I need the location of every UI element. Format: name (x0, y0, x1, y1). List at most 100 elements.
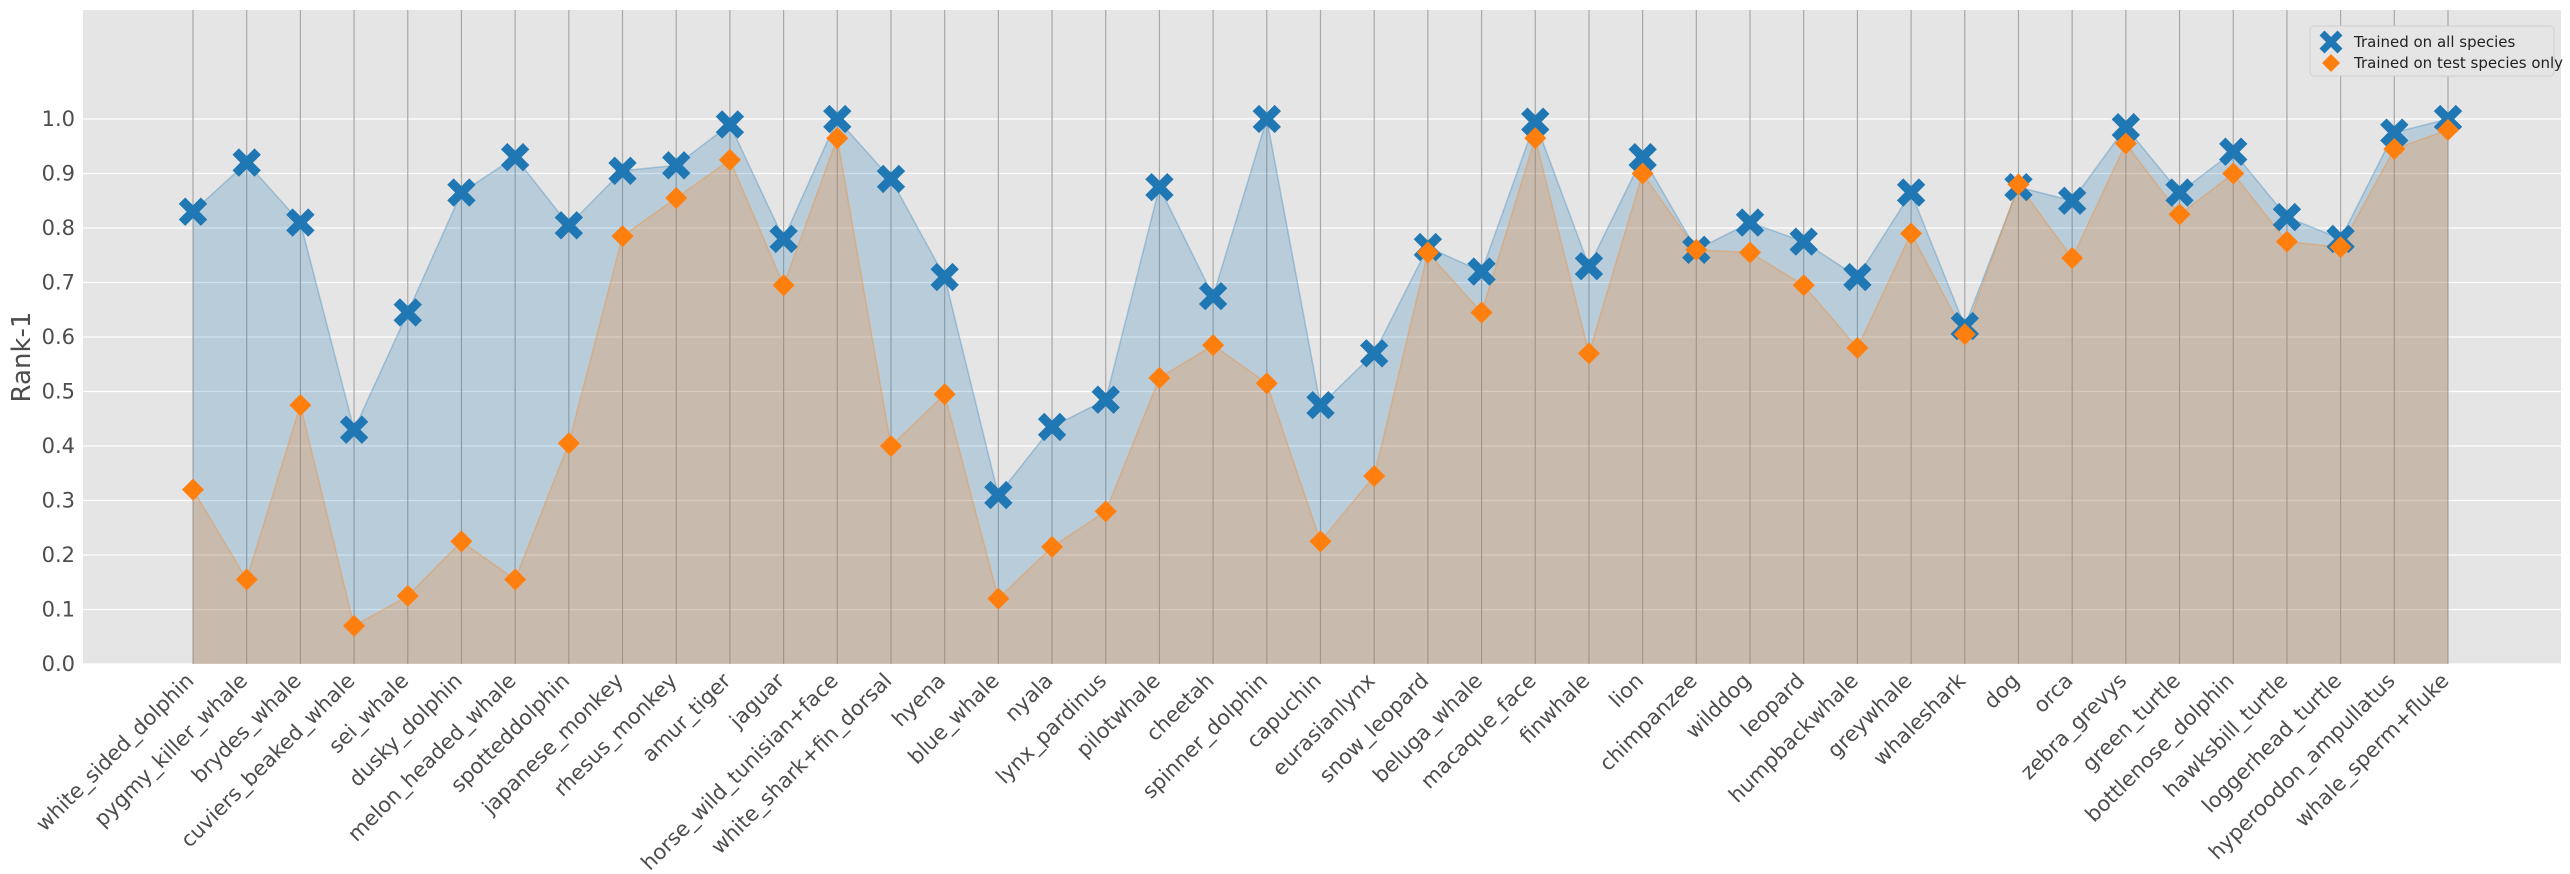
series-area-0 (193, 119, 2448, 664)
x-tick-label: dog (1979, 669, 2024, 714)
marker-all-species (769, 224, 798, 254)
y-tick-label: 0.7 (42, 271, 75, 295)
marker-all-species (393, 298, 422, 327)
marker-all-species (823, 104, 852, 134)
marker-test-species (1202, 334, 1225, 357)
marker-test-species (2329, 236, 2352, 259)
marker-test-species (1953, 323, 1976, 346)
x-tick-label: lion (1604, 669, 1648, 713)
y-tick-label: 0.6 (42, 325, 75, 349)
marker-test-species (450, 530, 473, 553)
marker-test-species (182, 478, 204, 501)
marker-all-species (2380, 118, 2409, 147)
marker-test-species (1148, 366, 1171, 389)
marker-all-species (662, 151, 691, 180)
marker-test-species (557, 432, 580, 455)
marker-all-species (1306, 390, 1335, 420)
y-tick-label: 1.0 (42, 107, 75, 131)
marker-all-species (1198, 281, 1228, 311)
marker-all-species (1896, 178, 1926, 207)
marker-test-species (1363, 464, 1386, 487)
marker-all-species (1145, 172, 1174, 202)
marker-test-species (1792, 274, 1815, 297)
x-gridlines (192, 10, 2449, 664)
marker-test-species (2061, 246, 2084, 269)
marker-all-species (1467, 257, 1496, 286)
marker-test-species (665, 187, 688, 210)
marker-test-species (772, 274, 795, 297)
marker-all-species (500, 142, 530, 172)
marker-all-species (286, 208, 315, 237)
y-tick-label: 0.1 (42, 598, 75, 622)
marker-all-species (178, 197, 208, 226)
marker-test-species (2437, 118, 2459, 141)
marker-test-species (826, 127, 849, 150)
marker-test-species (2383, 137, 2406, 160)
marker-test-species (504, 568, 527, 591)
marker-all-species (608, 156, 637, 185)
series-area-1 (193, 129, 2448, 664)
marker-all-species (339, 415, 369, 444)
marker-all-species (984, 480, 1013, 510)
marker-test-species (1094, 500, 1117, 523)
marker-test-species (611, 225, 634, 248)
marker-test-species (718, 148, 741, 171)
marker-test-species (2007, 173, 2030, 196)
marker-test-species (1041, 535, 1064, 558)
marker-test-species (1900, 222, 1923, 245)
series-markers (178, 104, 2463, 637)
marker-test-species (1524, 127, 1547, 150)
marker-all-species (2219, 137, 2248, 166)
marker-all-species (2057, 186, 2087, 215)
marker-test-species (1631, 162, 1654, 185)
marker-all-species (554, 211, 584, 240)
marker-all-species (1735, 208, 1765, 237)
legend-label-all-species: Trained on all species (2353, 33, 2515, 51)
marker-test-species (1470, 301, 1493, 324)
y-tick-label: 0.8 (42, 216, 75, 240)
marker-all-species (1037, 412, 1067, 442)
marker-test-species (987, 587, 1010, 610)
y-tick-label: 0.3 (42, 489, 75, 513)
marker-test-species (2222, 162, 2245, 185)
legend-label-test-species: Trained on test species only (2353, 54, 2563, 72)
marker-all-species (1091, 385, 1120, 414)
marker-all-species (1843, 262, 1872, 292)
legend: Trained on all species Trained on test s… (2309, 25, 2563, 77)
marker-all-species (1252, 104, 1281, 134)
marker-test-species (1255, 372, 1278, 395)
marker-all-species (232, 148, 261, 177)
y-tick-label: 0.4 (42, 434, 75, 458)
marker-all-species (876, 164, 906, 194)
marker-all-species (930, 262, 959, 292)
marker-test-species (879, 435, 902, 457)
legend-marker-all-species (2319, 30, 2343, 54)
x-tick-label: orca (2029, 669, 2078, 718)
y-tick-label: 0.5 (42, 380, 75, 404)
marker-test-species (1846, 336, 1869, 359)
marker-all-species (2165, 178, 2194, 207)
y-axis-label: Rank-1 (7, 312, 37, 403)
marker-test-species (289, 394, 312, 417)
marker-all-species (1521, 107, 1550, 136)
y-axis: 0.0 0.1 0.2 0.3 0.4 0.5 0.6 0.7 0.8 0.9 1.0 (42, 107, 75, 676)
marker-all-species (1789, 227, 1818, 256)
y-tick-label: 0.2 (42, 543, 75, 567)
marker-all-species (2272, 202, 2302, 232)
marker-all-species (2111, 112, 2141, 142)
marker-test-species (1416, 241, 1439, 264)
marker-all-species (1628, 142, 1657, 172)
marker-test-species (933, 383, 956, 406)
y-tick-label: 0.9 (42, 162, 75, 186)
marker-test-species (2168, 203, 2191, 226)
marker-test-species (1739, 241, 1762, 264)
marker-all-species (1574, 251, 1604, 281)
marker-all-species (715, 110, 745, 139)
legend-box (2309, 25, 2555, 77)
marker-test-species (2275, 230, 2298, 253)
marker-test-species (2114, 132, 2137, 155)
marker-test-species (343, 614, 366, 637)
marker-test-species (1685, 238, 1708, 261)
y-tick-label: 0.0 (42, 652, 75, 676)
